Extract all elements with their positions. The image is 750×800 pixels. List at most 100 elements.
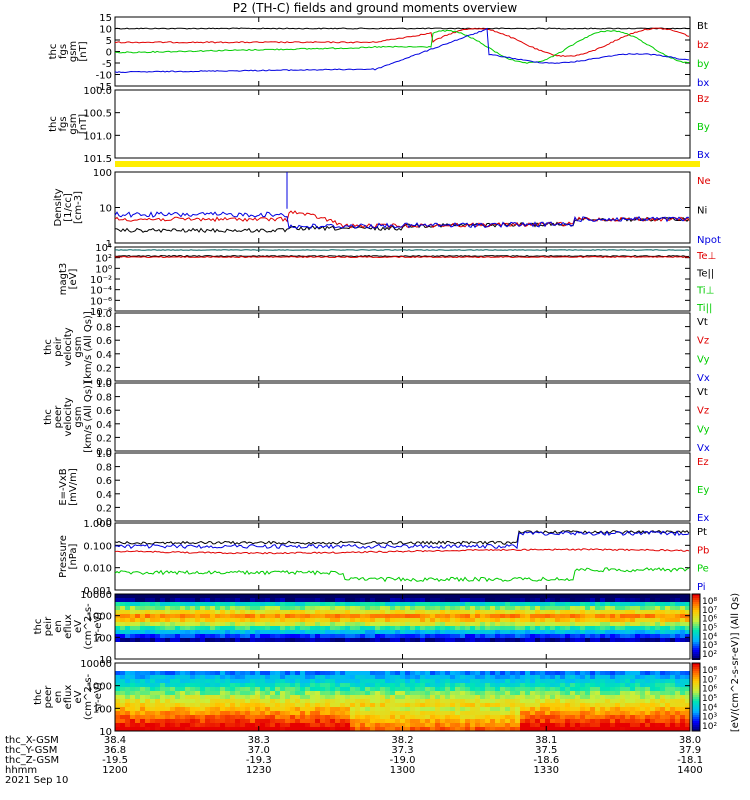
spectrogram-cell [455,634,460,638]
spectrogram-cell [290,622,295,626]
spectrogram-cell [650,614,655,618]
spectrogram-cell [215,602,220,606]
spectrogram-cell [130,703,135,707]
spectrogram-cell [535,598,540,602]
spectrogram-cell [445,622,450,626]
spectrogram-cell [685,687,690,691]
spectrogram-cell [500,719,505,723]
spectrogram-cell [610,715,615,719]
spectrogram-cell [255,634,260,638]
spectrogram-cell [670,723,675,727]
spectrogram-cell [420,671,425,675]
spectrogram-cell [335,618,340,622]
colorbar-cell [692,721,700,723]
spectrogram-cell [375,727,380,731]
colorbar-tick-label: 10⁶ [702,615,717,625]
spectrogram-cell [255,675,260,679]
legend-entry: Vz [697,406,709,417]
spectrogram-cell [345,610,350,614]
spectrogram-cell [680,679,685,683]
spectrogram-cell [230,622,235,626]
spectrogram-cell [400,703,405,707]
spectrogram-cell [665,606,670,610]
spectrogram-cell [390,634,395,638]
spectrogram-cell [185,675,190,679]
spectrogram-cell [150,610,155,614]
spectrogram-cell [370,727,375,731]
spectrogram-cell [435,683,440,687]
spectrogram-cell [505,719,510,723]
spectrogram-cell [390,630,395,634]
spectrogram-cell [345,687,350,691]
y-axis-label: fgs [58,44,69,59]
spectrogram-cell [320,727,325,731]
spectrogram-cell [205,711,210,715]
spectrogram-cell [315,687,320,691]
spectrogram-cell [545,602,550,606]
spectrogram-cell [225,606,230,610]
spectrogram-cell [215,622,220,626]
spectrogram-cell [485,683,490,687]
spectrogram-cell [260,691,265,695]
spectrogram-cell [515,727,520,731]
spectrogram-cell [120,715,125,719]
spectrogram-cell [365,711,370,715]
colorbar-cell [692,709,700,711]
spectrogram-cell [200,638,205,642]
spectrogram-cell [295,691,300,695]
spectrogram-cell [525,691,530,695]
spectrogram-cell [200,634,205,638]
spectrogram-cell [160,606,165,610]
spectrogram-cell [540,671,545,675]
spectrogram-cell [285,634,290,638]
spectrogram-cell [390,679,395,683]
spectrogram-cell [285,695,290,699]
spectrogram-cell [255,618,260,622]
spectrogram-cell [395,711,400,715]
spectrogram-cell [275,671,280,675]
spectrogram-cell [300,675,305,679]
spectrogram-cell [310,715,315,719]
spectrogram-cell [585,711,590,715]
spectrogram-cell [295,630,300,634]
spectrogram-cell [130,602,135,606]
spectrogram-cell [620,723,625,727]
spectrogram-cell [280,630,285,634]
spectrogram-cell [430,622,435,626]
spectrogram-cell [285,598,290,602]
spectrogram-cell [315,719,320,723]
spectrogram-cell [165,715,170,719]
spectrogram-cell [610,687,615,691]
spectrogram-cell [305,638,310,642]
spectrogram-cell [290,695,295,699]
y-tick-label: 10⁰ [95,264,112,275]
spectrogram-cell [225,626,230,630]
spectrogram-cell [510,695,515,699]
spectrogram-cell [580,683,585,687]
spectrogram-cell [495,679,500,683]
spectrogram-cell [580,703,585,707]
spectrogram-cell [670,594,675,598]
spectrogram-cell [215,594,220,598]
spectrogram-cell [290,630,295,634]
spectrogram-cell [245,727,250,731]
spectrogram-cell [275,715,280,719]
spectrogram-cell [245,618,250,622]
spectrogram-cell [115,679,120,683]
spectrogram-cell [280,675,285,679]
spectrogram-cell [130,715,135,719]
spectrogram-cell [605,703,610,707]
spectrogram-cell [600,707,605,711]
spectrogram-cell [345,675,350,679]
spectrogram-cell [535,614,540,618]
spectrogram-cell [535,630,540,634]
spectrogram-cell [395,618,400,622]
spectrogram-cell [140,614,145,618]
spectrogram-cell [655,723,660,727]
spectrogram-cell [305,634,310,638]
spectrogram-cell [170,622,175,626]
spectrogram-cell [510,610,515,614]
spectrogram-cell [155,630,160,634]
spectrogram-cell [550,630,555,634]
spectrogram-cell [195,707,200,711]
